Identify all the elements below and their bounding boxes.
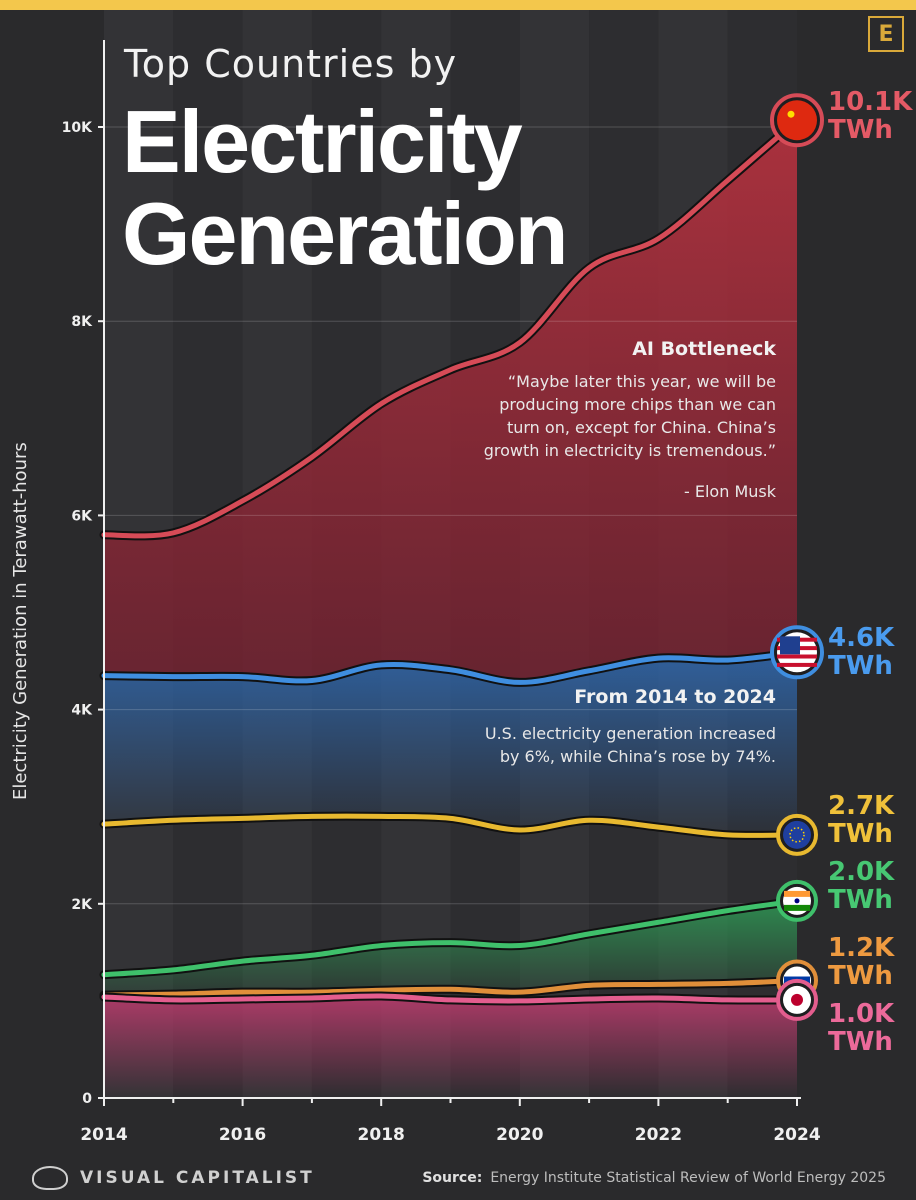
y-axis-label: Electricity Generation in Terawatt-hours [10, 442, 31, 800]
end-label-eu: 2.7K TWh [828, 792, 894, 848]
quote-line: growth in electricity is tremendous.” [483, 441, 776, 460]
x-tick-label: 2018 [358, 1125, 405, 1145]
india-flag-saffron [784, 890, 810, 897]
end-label-japan: 1.0K TWh [828, 1000, 894, 1056]
y-tick-label: 4K [71, 703, 93, 719]
line-russia [101, 978, 800, 998]
china-flag-icon [777, 100, 817, 141]
quote-line: turn on, except for China. China’s [506, 418, 776, 437]
usa-flag-stripe [777, 654, 817, 659]
eu-flag-icon [783, 820, 811, 849]
quote-line: producing more chips than we can [499, 395, 776, 414]
annotation-line: by 6%, while China’s rose by 74%. [499, 747, 776, 766]
end-label-unit: TWh [828, 651, 893, 681]
end-label-unit: TWh [828, 885, 893, 915]
end-label-usa: 4.6K TWh [828, 624, 894, 680]
end-label-value: 1.2K [828, 933, 895, 963]
annotation-text: U.S. electricity generation increased by… [485, 722, 776, 768]
y-tick-label: 10K [62, 120, 93, 136]
eu-flag-stars [789, 827, 805, 843]
annotation-heading: From 2014 to 2024 [574, 686, 776, 708]
x-tick-label: 2020 [496, 1125, 543, 1145]
line-usa [101, 649, 800, 685]
quote-line: “Maybe later this year, we will be [507, 372, 776, 391]
end-label-value: 2.0K [828, 857, 895, 887]
end-label-china: 10.1K TWh [828, 88, 912, 144]
x-tick-label: 2022 [635, 1125, 682, 1145]
footer: VISUAL CAPITALIST Source: Energy Institut… [0, 1150, 916, 1200]
x-tick-label: 2014 [80, 1125, 127, 1145]
brand-badge: E [868, 16, 904, 52]
line-japan [101, 993, 800, 1004]
y-tick-label: 0 [82, 1091, 92, 1107]
x-tick-label: 2016 [219, 1125, 266, 1145]
source-label: Source: [422, 1170, 483, 1186]
end-label-india: 2.0K TWh [828, 858, 894, 914]
y-tick-label: 2K [71, 897, 93, 913]
source-credit: Source: Energy Institute Statistical Revi… [422, 1170, 886, 1186]
title-line-1: Electricity [122, 92, 523, 191]
india-flag-green [784, 904, 810, 911]
line-india [101, 898, 800, 978]
end-label-value: 2.7K [828, 791, 895, 821]
top-accent-bar [0, 0, 916, 10]
annotation-line: U.S. electricity generation increased [484, 724, 776, 743]
china-flag-star [787, 110, 795, 118]
y-tick-label: 6K [71, 508, 93, 524]
x-tick-label: 2024 [773, 1125, 820, 1145]
end-label-value: 1.0K [828, 999, 895, 1029]
area-india [104, 900, 797, 996]
japan-flag-sun [791, 993, 803, 1006]
source-text: Energy Institute Statistical Review of W… [490, 1170, 886, 1186]
usa-flag-stripe [777, 662, 817, 667]
end-label-value: 4.6K [828, 623, 895, 653]
y-tick-label: 8K [71, 314, 93, 330]
line-eu [101, 813, 800, 838]
end-label-unit: TWh [828, 1027, 893, 1057]
end-label-unit: TWh [828, 961, 893, 991]
annotation-heading: AI Bottleneck [632, 338, 776, 360]
end-label-unit: TWh [828, 115, 893, 145]
area-china [104, 120, 797, 683]
usa-flag-canton [780, 636, 800, 655]
end-label-value: 10.1K [828, 87, 913, 117]
quote-attribution: - Elon Musk [684, 482, 776, 501]
end-label-russia: 1.2K TWh [828, 934, 894, 990]
area-usa [104, 652, 797, 836]
visual-capitalist-logo-icon [32, 1166, 68, 1190]
title-line-2: Generation [122, 184, 569, 283]
brand-name: VISUAL CAPITALIST [80, 1168, 315, 1188]
annotation-quote: “Maybe later this year, we will be produ… [484, 370, 776, 462]
title-subheading: Top Countries by [124, 42, 458, 86]
line-china [101, 117, 800, 539]
end-label-unit: TWh [828, 819, 893, 849]
india-flag-chakra [794, 898, 800, 904]
title-heading: Electricity Generation [122, 92, 569, 283]
area-japan [104, 996, 797, 1098]
annotation-ai-bottleneck: AI Bottleneck “Maybe later this year, we… [484, 338, 776, 503]
annotation-2014-2024: From 2014 to 2024 U.S. electricity gener… [485, 686, 776, 768]
